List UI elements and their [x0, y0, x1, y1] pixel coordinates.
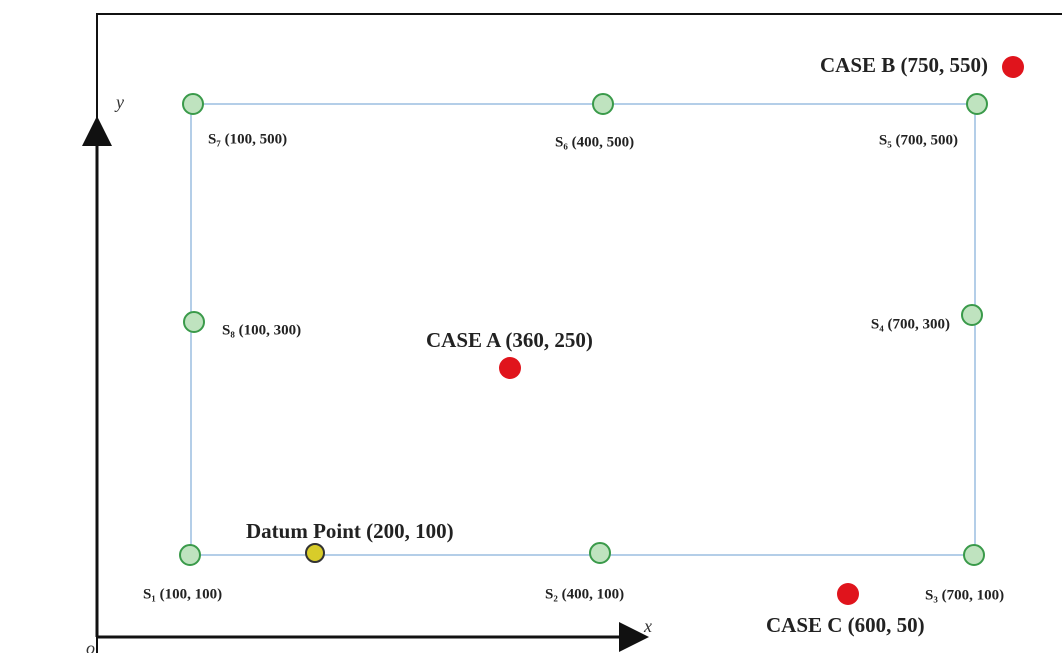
case-point [1002, 56, 1024, 78]
sensor-node [179, 544, 201, 566]
case-label: CASE C (600, 50) [766, 613, 925, 637]
sensor-label: S₇ (100, 500) [208, 131, 287, 147]
datum-label: Datum Point (200, 100) [246, 519, 454, 543]
sensor-node [963, 544, 985, 566]
y-axis-label: y [114, 92, 124, 112]
sensor-label: S₄ (700, 300) [871, 316, 950, 332]
case-point [499, 357, 521, 379]
sensor-label: S₃ (700, 100) [925, 587, 1004, 603]
sensor-node [961, 304, 983, 326]
x-axis-label: x [643, 616, 652, 636]
sensor-node [182, 93, 204, 115]
sensor-node [589, 542, 611, 564]
sensor-node [592, 93, 614, 115]
case-label: CASE B (750, 550) [820, 53, 988, 77]
case-point [837, 583, 859, 605]
sensor-label: S₁ (100, 100) [143, 586, 222, 602]
origin-label: o [86, 638, 95, 653]
case-label: CASE A (360, 250) [426, 328, 593, 352]
sensor-label: S₆ (400, 500) [555, 134, 634, 150]
sensor-label: S₅ (700, 500) [879, 132, 958, 148]
sensor-node [966, 93, 988, 115]
sensor-node [183, 311, 205, 333]
sensor-label: S₂ (400, 100) [545, 586, 624, 602]
sensor-label: S₈ (100, 300) [222, 322, 301, 338]
datum-node [305, 543, 325, 563]
